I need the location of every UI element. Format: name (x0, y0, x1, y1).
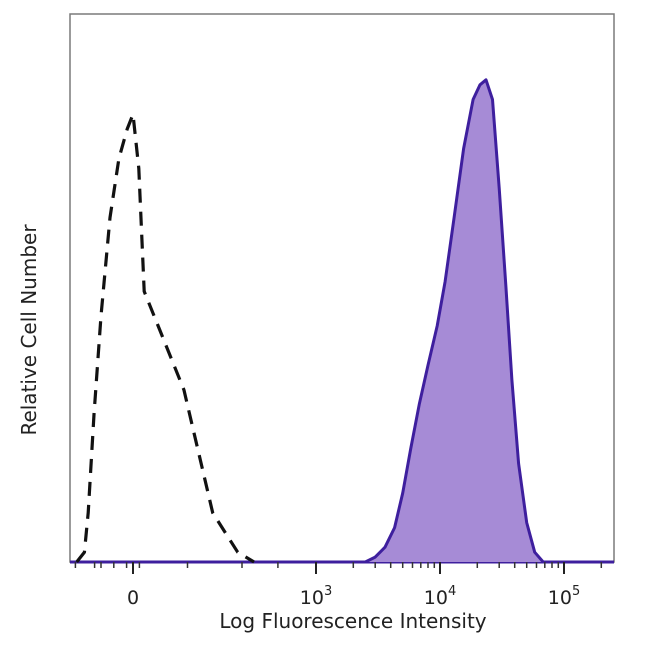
x-axis-label: Log Fluorescence Intensity (219, 609, 486, 633)
y-axis-label: Relative Cell Number (17, 224, 41, 436)
x-axis-minor-ticks (74, 562, 603, 568)
series-layer (75, 78, 545, 564)
x-axis-tick-labels: 0 103 104 105 (127, 562, 580, 609)
x-tick-label: 105 (548, 584, 580, 609)
x-tick-label: 104 (424, 584, 456, 609)
histogram-fill (365, 79, 544, 563)
x-tick-label: 103 (300, 584, 332, 609)
x-tick-label: 0 (127, 587, 139, 609)
histogram-outline-dashed (75, 112, 255, 564)
histogram-outline (364, 78, 545, 564)
plot-frame (69, 13, 615, 563)
